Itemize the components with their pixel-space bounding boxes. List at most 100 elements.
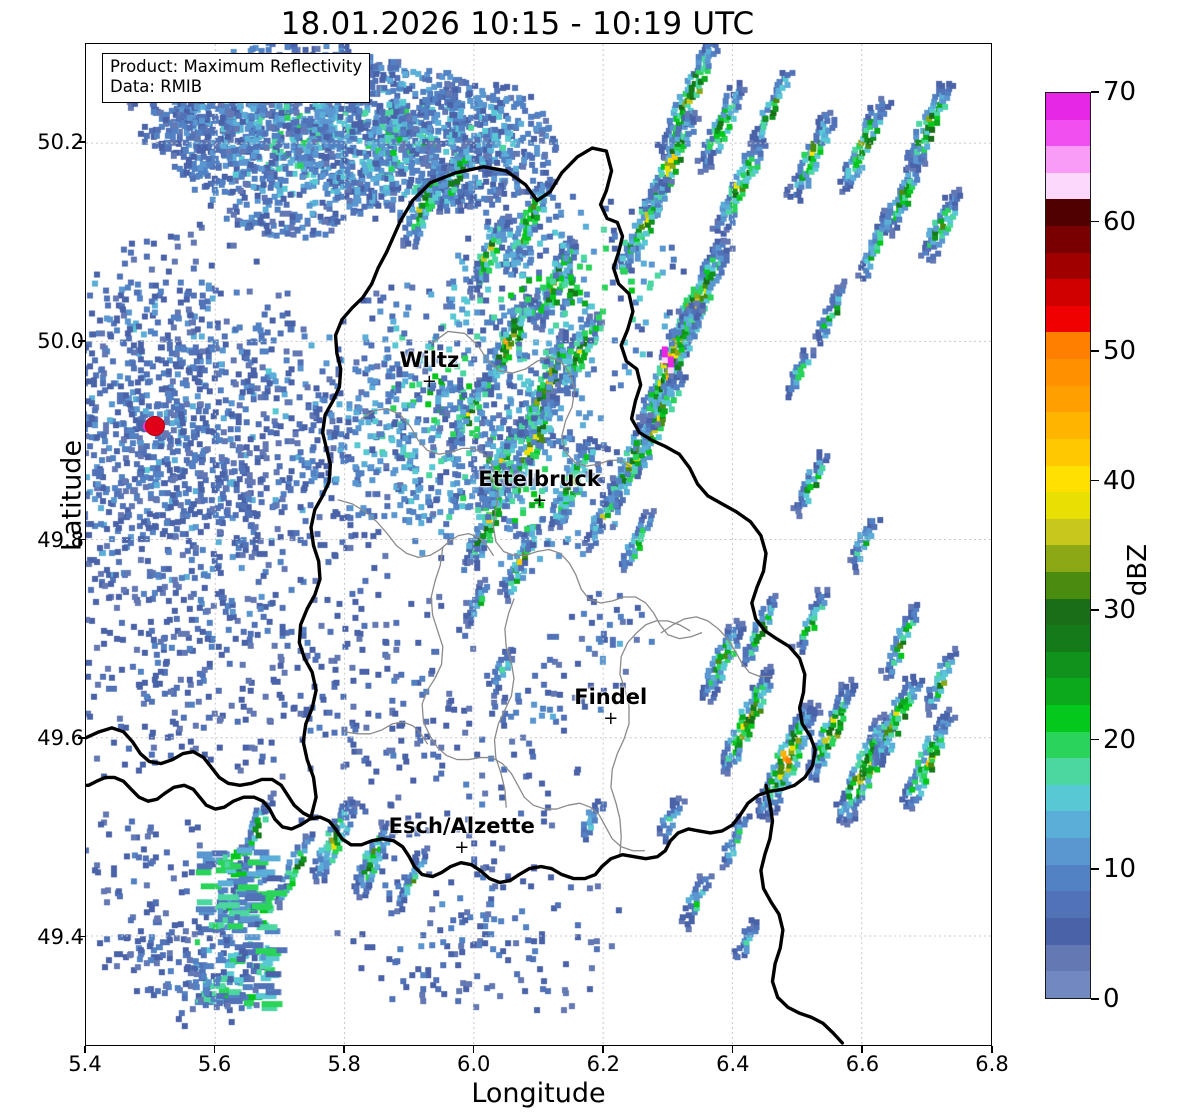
colorbar-segment-26 [1046,784,1090,812]
colorbar-segment-29 [1046,864,1090,892]
y-axis-label: Latitude [56,439,88,552]
colorbar-segment-19 [1046,598,1090,626]
x-tick-label-2: 5.8 [327,1052,361,1076]
x-tick-label-0: 5.4 [68,1052,102,1076]
y-tick-label-0: 50.2 [37,130,84,155]
colorbar-segment-16 [1046,518,1090,546]
colorbar-segment-3 [1046,172,1090,200]
colorbar-segment-18 [1046,571,1090,599]
city-marker-esch-alzette: Esch/Alzette + [389,816,535,857]
colorbar-tick-4 [1091,609,1099,611]
city-cross-icon: + [421,370,437,392]
x-tick-label-7: 6.8 [975,1052,1009,1076]
colorbar-segment-15 [1046,492,1090,519]
colorbar-label: dBZ [1123,543,1153,597]
city-marker-wiltz: Wiltz + [399,347,460,392]
colorbar-segment-9 [1046,332,1090,360]
colorbar-segment-32 [1046,944,1090,972]
colorbar-segment-23 [1046,705,1090,732]
x-tick-mark-3 [472,1046,475,1053]
x-tick-label-3: 6.0 [457,1052,491,1076]
colorbar-tick-1 [1091,220,1099,223]
colorbar-tick-label-6: 10 [1103,854,1137,885]
colorbar-segment-8 [1046,305,1090,333]
x-tick-mark-2 [343,1046,345,1053]
city-markers-layer: Wiltz + Ettelbruck + Findel + Esch/Alzet… [86,44,991,1045]
figure-title: 18.01.2026 10:15 - 10:19 UTC [280,6,755,42]
x-tick-label-4: 6.2 [586,1052,620,1076]
colorbar-tick-label-5: 20 [1103,724,1137,755]
colorbar-segment-1 [1046,119,1090,147]
y-tick-mark-2 [78,538,85,541]
city-marker-ettelbruck: Ettelbruck + [478,466,601,511]
radar-site-dot-icon [145,416,166,437]
colorbar-segment-21 [1046,651,1090,679]
y-tick-mark-0 [78,141,85,143]
y-tick-mark-1 [78,339,85,342]
colorbar-tick-label-7: 0 [1103,984,1120,1014]
colorbar-segment-27 [1046,811,1090,839]
colorbar-segment-25 [1046,758,1090,785]
x-tick-mark-5 [731,1046,734,1053]
y-tick-label-4: 49.4 [37,924,84,949]
colorbar-segment-13 [1046,438,1090,466]
x-tick-mark-0 [84,1046,86,1053]
city-label: Wiltz [399,347,460,372]
colorbar-segment-11 [1046,385,1090,413]
data-source-line: Data: RMIB [110,77,203,97]
x-tick-mark-6 [861,1046,864,1053]
colorbar-tick-7 [1091,998,1099,1000]
colorbar-segment-7 [1046,279,1090,306]
colorbar-segment-22 [1046,678,1090,706]
colorbar-tick-label-2: 50 [1103,336,1137,367]
city-cross-icon: + [454,837,470,859]
y-tick-label-2: 49.8 [37,527,84,552]
colorbar-segment-5 [1046,226,1090,253]
x-tick-mark-7 [991,1046,993,1053]
x-axis-label: Longitude [471,1078,606,1109]
x-tick-mark-1 [213,1046,216,1053]
city-label: Findel [574,685,648,710]
city-marker-findel: Findel + [574,687,647,728]
x-tick-label-5: 6.4 [716,1052,750,1076]
gridlines-layer [86,44,991,1045]
map-plot-area[interactable]: Wiltz + Ettelbruck + Findel + Esch/Alzet… [85,43,992,1046]
colorbar-segment-20 [1046,625,1090,652]
colorbar-segment-6 [1046,252,1090,280]
colorbar-tick-5 [1091,738,1099,741]
colorbar-tick-6 [1091,868,1099,871]
colorbar-segment-33 [1046,971,1090,998]
x-tick-mark-4 [602,1046,604,1053]
geography-borders-layer [86,146,845,1045]
colorbar-segment-4 [1046,199,1090,227]
city-cross-icon: + [603,708,619,730]
colorbar-segment-28 [1046,838,1090,865]
colorbar-segment-12 [1046,412,1090,439]
colorbar-segment-2 [1046,146,1090,173]
y-tick-label-3: 49.6 [37,726,84,751]
city-label: Ettelbruck [478,466,601,491]
colorbar-tick-label-0: 70 [1103,77,1137,107]
city-label: Esch/Alzette [388,814,535,839]
radar-echo-layer [86,44,991,1045]
product-line: Product: Maximum Reflectivity [110,57,363,76]
y-tick-mark-3 [78,737,85,739]
colorbar-tick-label-4: 30 [1103,595,1137,626]
colorbar [1045,92,1091,999]
colorbar-segment-31 [1046,917,1090,945]
colorbar-tick-0 [1091,91,1099,93]
colorbar-tick-label-3: 40 [1103,465,1137,496]
colorbar-segment-17 [1046,545,1090,572]
colorbar-tick-3 [1091,479,1099,482]
y-tick-mark-4 [78,935,85,938]
colorbar-segment-24 [1046,731,1090,759]
x-tick-label-6: 6.6 [845,1052,880,1076]
colorbar-segment-0 [1046,93,1090,120]
city-cross-icon: + [531,489,548,511]
colorbar-segment-10 [1046,359,1090,386]
colorbar-tick-2 [1091,350,1099,352]
y-tick-label-1: 50.0 [37,328,84,353]
colorbar-tick-label-1: 60 [1103,206,1137,237]
colorbar-segment-14 [1046,465,1090,493]
